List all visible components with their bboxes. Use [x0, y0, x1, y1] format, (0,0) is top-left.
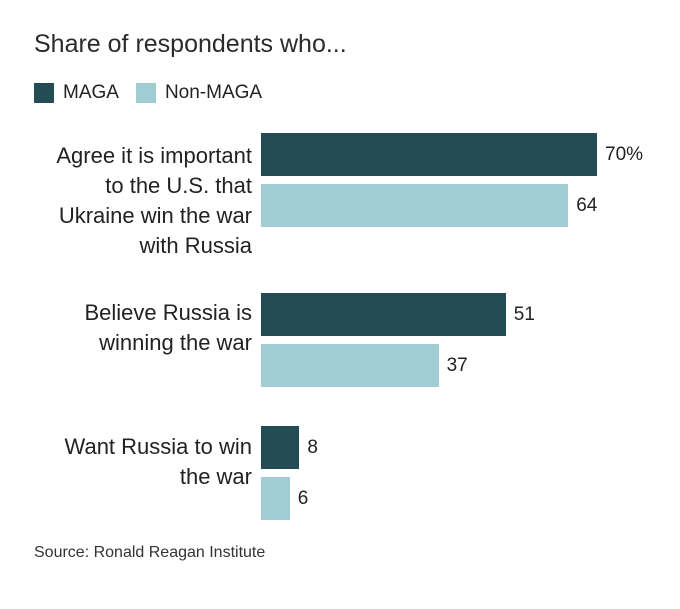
source-note: Source: Ronald Reagan Institute — [34, 544, 266, 561]
legend-swatch-maga — [34, 83, 54, 103]
category-label-russia-winning: Believe Russia is winning the war — [84, 298, 252, 358]
bar-non-maga-ukraine — [261, 184, 569, 227]
category-label-line: Want Russia to win — [64, 434, 252, 459]
category-label-line: the war — [179, 464, 252, 489]
category-label-line: to the U.S. that — [105, 173, 252, 198]
category-label-line: Believe Russia is — [84, 300, 252, 325]
legend: MAGA Non-MAGA — [34, 82, 279, 104]
bar-maga-want-russia-win — [261, 426, 300, 469]
category-label-line: Ukraine win the war — [58, 203, 252, 228]
value-label-non-maga-want-russia-win: 6 — [297, 488, 309, 509]
legend-label-non-maga: Non-MAGA — [164, 82, 263, 103]
bar-non-maga-russia-winning — [261, 344, 439, 387]
bar-maga-ukraine — [261, 133, 597, 176]
chart-title: Share of respondents who... — [34, 30, 347, 58]
legend-item-maga: MAGA — [34, 82, 119, 104]
bar-non-maga-want-russia-win — [261, 477, 290, 520]
value-label-non-maga-ukraine: 64 — [576, 195, 598, 216]
category-label-ukraine: Agree it is important to the U.S. that U… — [56, 141, 252, 261]
category-label-line: with Russia — [139, 233, 252, 258]
legend-label-maga: MAGA — [63, 82, 119, 103]
value-label-maga-ukraine: 70% — [605, 144, 644, 165]
category-label-line: winning the war — [99, 330, 252, 355]
legend-item-non-maga: Non-MAGA — [135, 82, 263, 104]
value-label-non-maga-russia-winning: 37 — [446, 355, 468, 376]
category-label-line: Agree it is important — [56, 143, 252, 168]
bar-maga-russia-winning — [261, 293, 506, 336]
category-label-want-russia-win: Want Russia to win the war — [65, 432, 252, 492]
value-label-maga-russia-winning: 51 — [513, 304, 535, 325]
value-label-maga-want-russia-win: 8 — [307, 437, 318, 458]
legend-swatch-non-maga — [135, 83, 156, 103]
